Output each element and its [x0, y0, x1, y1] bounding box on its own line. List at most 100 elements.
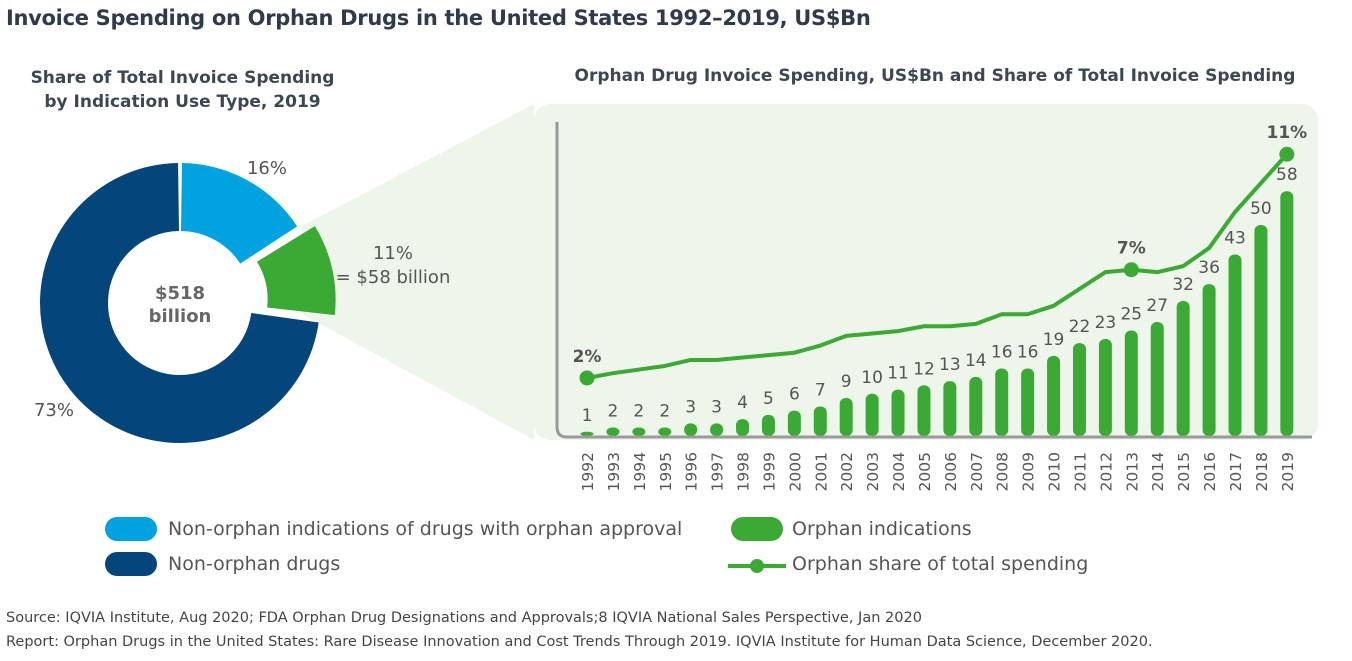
bar-2017 [1228, 254, 1242, 436]
bar-value-2005: 12 [913, 359, 935, 379]
chart-axes: 1992 1993 1994 1995 1996 1997 1998 1999 2000 2001… [555, 122, 1312, 491]
x-tick-2004: 2004 [890, 452, 908, 491]
x-tick-2006: 2006 [942, 452, 960, 491]
bar-2016 [1202, 284, 1216, 436]
x-tick-1994: 1994 [631, 452, 649, 491]
donut-label-11: 11% [373, 243, 413, 264]
bar-2012 [1098, 338, 1112, 436]
x-tick-2007: 2007 [968, 452, 986, 491]
bar-value-1999: 5 [763, 389, 774, 409]
bar-value-2007: 14 [965, 351, 987, 371]
bar-value-1992: 1 [582, 406, 593, 426]
bar-2015 [1176, 300, 1190, 436]
bar-2013 [1124, 330, 1138, 436]
x-tick-2012: 2012 [1097, 452, 1115, 491]
donut-label-73: 73% [34, 400, 74, 421]
bar-value-2018: 50 [1250, 199, 1272, 219]
bar-2011 [1072, 343, 1086, 436]
share-point-1992 [579, 370, 595, 386]
bar-2010 [1047, 355, 1061, 436]
donut-slice-non-orphan-indications [181, 163, 298, 264]
main-title: Invoice Spending on Orphan Drugs in the … [6, 6, 871, 30]
bar-value-2004: 11 [887, 364, 909, 384]
bar-chart-title: Orphan Drug Invoice Spending, US$Bn and … [574, 66, 1296, 86]
x-tick-1998: 1998 [735, 452, 753, 491]
x-tick-2016: 2016 [1201, 452, 1219, 491]
x-tick-2001: 2001 [812, 452, 830, 491]
bar-value-2000: 6 [789, 385, 800, 405]
donut-title-line-1: Share of Total Invoice Spending [30, 68, 335, 88]
bar-value-2006: 13 [939, 355, 961, 375]
bar-2019 [1280, 191, 1294, 436]
bar-1997 [710, 423, 724, 436]
x-tick-1996: 1996 [683, 452, 701, 491]
donut-label-16: 16% [247, 158, 287, 179]
bar-value-1995: 2 [659, 402, 670, 422]
x-tick-2011: 2011 [1071, 452, 1089, 491]
share-label-2019: 11% [1266, 123, 1307, 143]
bar-2004 [891, 389, 905, 436]
line-series-orphan-share: 2% 7% 11% [573, 123, 1307, 386]
x-tick-1999: 1999 [760, 452, 778, 491]
line-marker-green-icon [728, 559, 786, 573]
legend-label-orphan-share: Orphan share of total spending [792, 553, 1089, 575]
x-tick-2005: 2005 [916, 452, 934, 491]
bar-1994 [632, 427, 646, 436]
bar-value-1998: 4 [737, 393, 748, 413]
x-tick-2002: 2002 [838, 452, 856, 491]
bar-value-2013: 25 [1120, 305, 1142, 325]
pill-swatch-dark-blue-icon [105, 552, 157, 576]
legend-label-non-orphan-indications: Non-orphan indications of drugs with orp… [168, 518, 683, 540]
bar-1998 [736, 419, 750, 436]
bar-value-2003: 10 [861, 368, 883, 388]
share-point-2013 [1123, 262, 1139, 278]
bar-value-1996: 3 [685, 397, 696, 417]
x-tick-2009: 2009 [1020, 452, 1038, 491]
bar-2006 [943, 381, 957, 436]
bar-1995 [658, 427, 672, 436]
bar-2008 [995, 368, 1009, 436]
pill-swatch-green-icon [731, 517, 783, 541]
bar-chart-panel [534, 104, 1318, 440]
bar-2018 [1254, 225, 1268, 436]
share-label-1992: 2% [573, 347, 602, 367]
x-tick-2008: 2008 [994, 452, 1012, 491]
share-point-2019 [1279, 146, 1295, 162]
bar-value-2010: 19 [1043, 330, 1065, 350]
bar-2001 [813, 406, 827, 436]
x-tick-2018: 2018 [1253, 452, 1271, 491]
legend-label-orphan-indications: Orphan indications [792, 518, 972, 540]
bar-1999 [761, 414, 775, 436]
bar-value-1997: 3 [711, 397, 722, 417]
x-tick-2000: 2000 [786, 452, 804, 491]
bar-1993 [606, 427, 620, 436]
share-line [586, 152, 1289, 380]
x-tick-2015: 2015 [1175, 452, 1193, 491]
x-tick-2019: 2019 [1279, 452, 1297, 491]
bar-2003 [865, 393, 879, 436]
bar-value-2009: 16 [1017, 342, 1039, 362]
bar-value-2016: 36 [1198, 258, 1220, 278]
bar-value-2019: 58 [1276, 165, 1298, 185]
source-line: Source: IQVIA Institute, Aug 2020; FDA O… [6, 610, 922, 626]
pill-swatch-light-blue-icon [105, 517, 157, 541]
x-tick-2017: 2017 [1227, 452, 1245, 491]
donut-title-line-2: by Indication Use Type, 2019 [44, 92, 321, 112]
x-tick-1993: 1993 [605, 452, 623, 491]
bar-value-2017: 43 [1224, 229, 1246, 249]
bar-value-2014: 27 [1146, 296, 1168, 316]
bar-value-1993: 2 [608, 402, 619, 422]
donut-center-value: $518 [155, 283, 205, 304]
x-tick-1992: 1992 [579, 452, 597, 491]
bar-value-1994: 2 [633, 402, 644, 422]
report-line: Report: Orphan Drugs in the United State… [6, 634, 1153, 650]
bar-value-2008: 16 [991, 342, 1013, 362]
bar-value-2001: 7 [815, 380, 826, 400]
bar-2005 [917, 385, 931, 436]
bar-1992 [580, 431, 594, 436]
bar-2002 [839, 398, 853, 436]
legend-label-non-orphan-drugs: Non-orphan drugs [168, 553, 341, 575]
